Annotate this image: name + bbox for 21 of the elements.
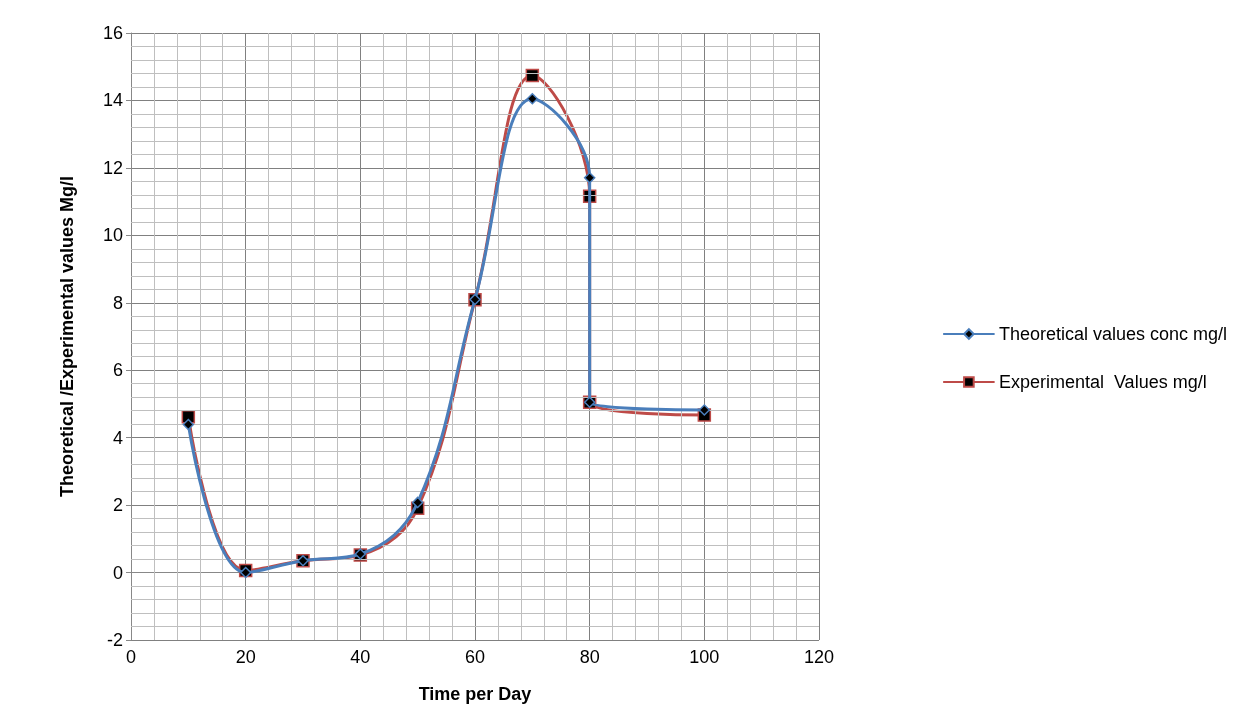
y-tick-label: 8: [112, 292, 123, 313]
x-tick-label: 40: [350, 647, 371, 667]
y-tick-label: 16: [102, 23, 123, 43]
y-tick-label: 6: [112, 360, 123, 381]
y-tick-label: 12: [102, 157, 123, 178]
x-tick-label: 100: [689, 647, 720, 667]
y-axis-title: Theoretical /Experimental values Mg/l: [57, 175, 77, 498]
y-tick-label: 2: [112, 495, 123, 516]
x-tick-label: 0: [125, 647, 137, 667]
x-tick-label: 60: [464, 647, 486, 667]
x-axis-title: Time per Day: [418, 684, 532, 704]
legend-label: Experimental Values mg/l: [998, 372, 1207, 392]
x-tick-label: 120: [803, 647, 835, 667]
y-tick-label: 10: [102, 225, 123, 246]
y-tick-label: 4: [112, 427, 123, 448]
legend-label: Theoretical values conc mg/l: [998, 324, 1228, 344]
x-tick-label: 80: [579, 647, 600, 667]
y-tick-label: 14: [102, 90, 123, 111]
x-tick-label: 20: [235, 647, 256, 667]
y-tick-label: -2: [106, 630, 123, 650]
y-tick-label: 0: [112, 562, 123, 583]
